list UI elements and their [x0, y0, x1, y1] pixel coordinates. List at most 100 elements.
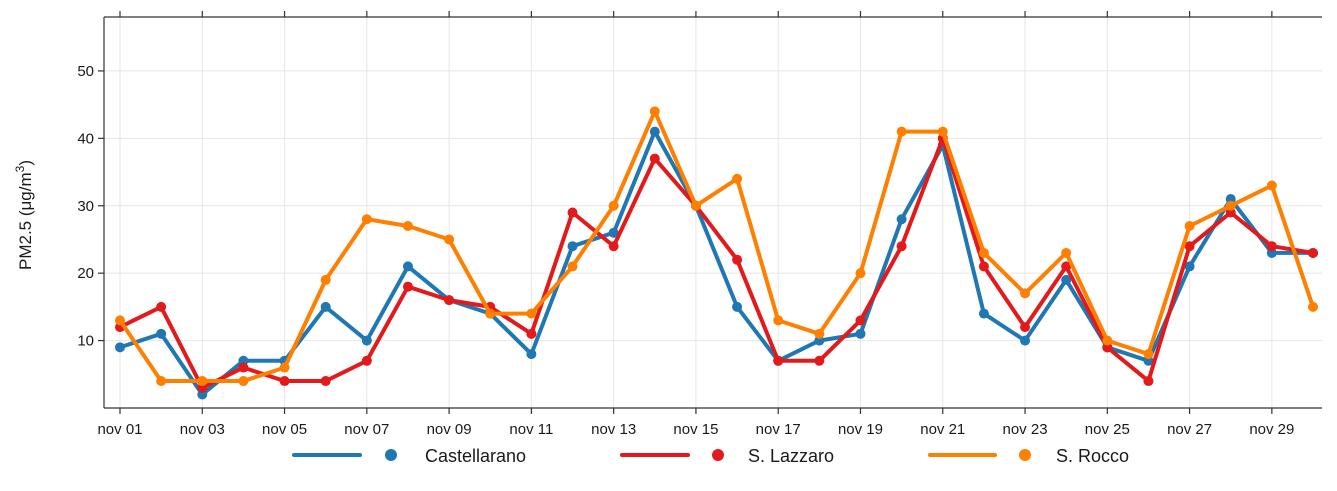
y-tick-label: 10	[77, 333, 94, 350]
data-point	[608, 200, 619, 211]
legend-marker	[1019, 449, 1031, 461]
y-tick-label: 50	[77, 63, 94, 80]
data-point	[978, 261, 989, 272]
data-point	[814, 355, 825, 366]
data-point	[238, 362, 249, 373]
data-point	[1061, 274, 1072, 285]
y-axis-label: PM2.5 (μg/m3)	[13, 160, 35, 270]
data-point	[115, 342, 125, 353]
data-point	[1020, 288, 1031, 299]
data-point	[855, 328, 866, 339]
data-point	[896, 126, 907, 137]
x-tick-label: nov 21	[920, 421, 965, 438]
x-tick-labels: nov 01 nov 03 nov 05 nov 07 nov 09 nov 11 nov …	[97, 421, 1294, 438]
legend-marker	[712, 449, 724, 461]
x-tick-label: nov 23	[1003, 421, 1048, 438]
data-point	[690, 200, 701, 211]
data-point	[1308, 301, 1318, 312]
data-point	[1102, 335, 1113, 346]
data-point	[855, 268, 866, 279]
gridlines	[104, 17, 1322, 408]
x-tick-label: nov 29	[1249, 421, 1294, 438]
data-point	[773, 315, 784, 326]
data-point	[361, 335, 372, 346]
data-point	[361, 355, 372, 366]
data-point	[156, 301, 167, 312]
legend-label: Castellarano	[425, 446, 526, 466]
data-point	[402, 281, 413, 292]
data-point	[361, 214, 372, 225]
data-point	[320, 274, 331, 285]
data-point	[978, 247, 989, 258]
axes	[98, 11, 1322, 414]
series-castellarano	[115, 126, 1318, 400]
data-point	[444, 234, 455, 245]
data-point	[608, 241, 619, 252]
x-tick-label: nov 17	[756, 421, 801, 438]
y-tick-labels: 10 20 30 40 50	[77, 63, 94, 350]
series-line	[118, 109, 1315, 383]
x-tick-label: nov 13	[591, 421, 636, 438]
data-point	[567, 241, 578, 252]
data-point	[567, 261, 578, 272]
data-point	[732, 301, 743, 312]
data-point	[608, 227, 619, 238]
x-tick-label: nov 09	[427, 421, 472, 438]
data-point	[279, 376, 290, 387]
series-s-rocco	[115, 106, 1318, 387]
data-point	[1184, 220, 1195, 231]
data-point	[814, 328, 825, 339]
data-point	[732, 173, 743, 184]
data-point	[1308, 247, 1318, 258]
data-point	[156, 328, 167, 339]
legend-label: S. Lazzaro	[748, 446, 834, 466]
series-s-lazzaro	[115, 133, 1318, 393]
series-line	[118, 129, 1315, 397]
data-point	[1061, 261, 1072, 272]
data-point	[444, 295, 455, 306]
data-point	[567, 207, 578, 218]
y-tick-label: 30	[77, 198, 94, 215]
data-point	[773, 355, 784, 366]
y-tick-label: 40	[77, 130, 94, 147]
data-point	[1225, 200, 1236, 211]
data-point	[402, 220, 413, 231]
x-tick-label: nov 15	[673, 421, 718, 438]
legend-marker	[385, 449, 397, 461]
data-point	[896, 241, 907, 252]
data-point	[855, 315, 866, 326]
data-point	[485, 308, 496, 319]
data-point	[1184, 261, 1195, 272]
legend-item: Castellarano	[292, 446, 526, 466]
data-point	[1266, 180, 1277, 191]
data-point	[526, 308, 537, 319]
legend-item: S. Rocco	[928, 446, 1129, 466]
data-point	[649, 106, 660, 117]
data-point	[649, 153, 660, 164]
data-point	[1143, 376, 1154, 387]
x-tick-label: nov 07	[344, 421, 389, 438]
data-point	[526, 349, 537, 360]
data-point	[402, 261, 413, 272]
data-point	[978, 308, 989, 319]
x-tick-label: nov 25	[1085, 421, 1130, 438]
x-tick-label: nov 03	[180, 421, 225, 438]
data-point	[1266, 241, 1277, 252]
data-point	[1143, 349, 1154, 360]
data-point	[1061, 247, 1072, 258]
data-point	[1020, 322, 1031, 333]
x-tick-label: nov 19	[838, 421, 883, 438]
x-tick-label: nov 01	[97, 421, 142, 438]
data-point	[279, 362, 290, 373]
data-point	[197, 376, 208, 387]
data-point	[732, 254, 743, 265]
data-point	[896, 214, 907, 225]
data-point	[320, 301, 331, 312]
y-tick-label: 20	[77, 265, 94, 282]
data-point	[238, 376, 249, 387]
x-tick-label: nov 05	[262, 421, 307, 438]
data-point	[649, 126, 660, 137]
data-point	[156, 376, 167, 387]
legend: Castellarano S. Lazzaro S. Rocco	[292, 446, 1129, 466]
